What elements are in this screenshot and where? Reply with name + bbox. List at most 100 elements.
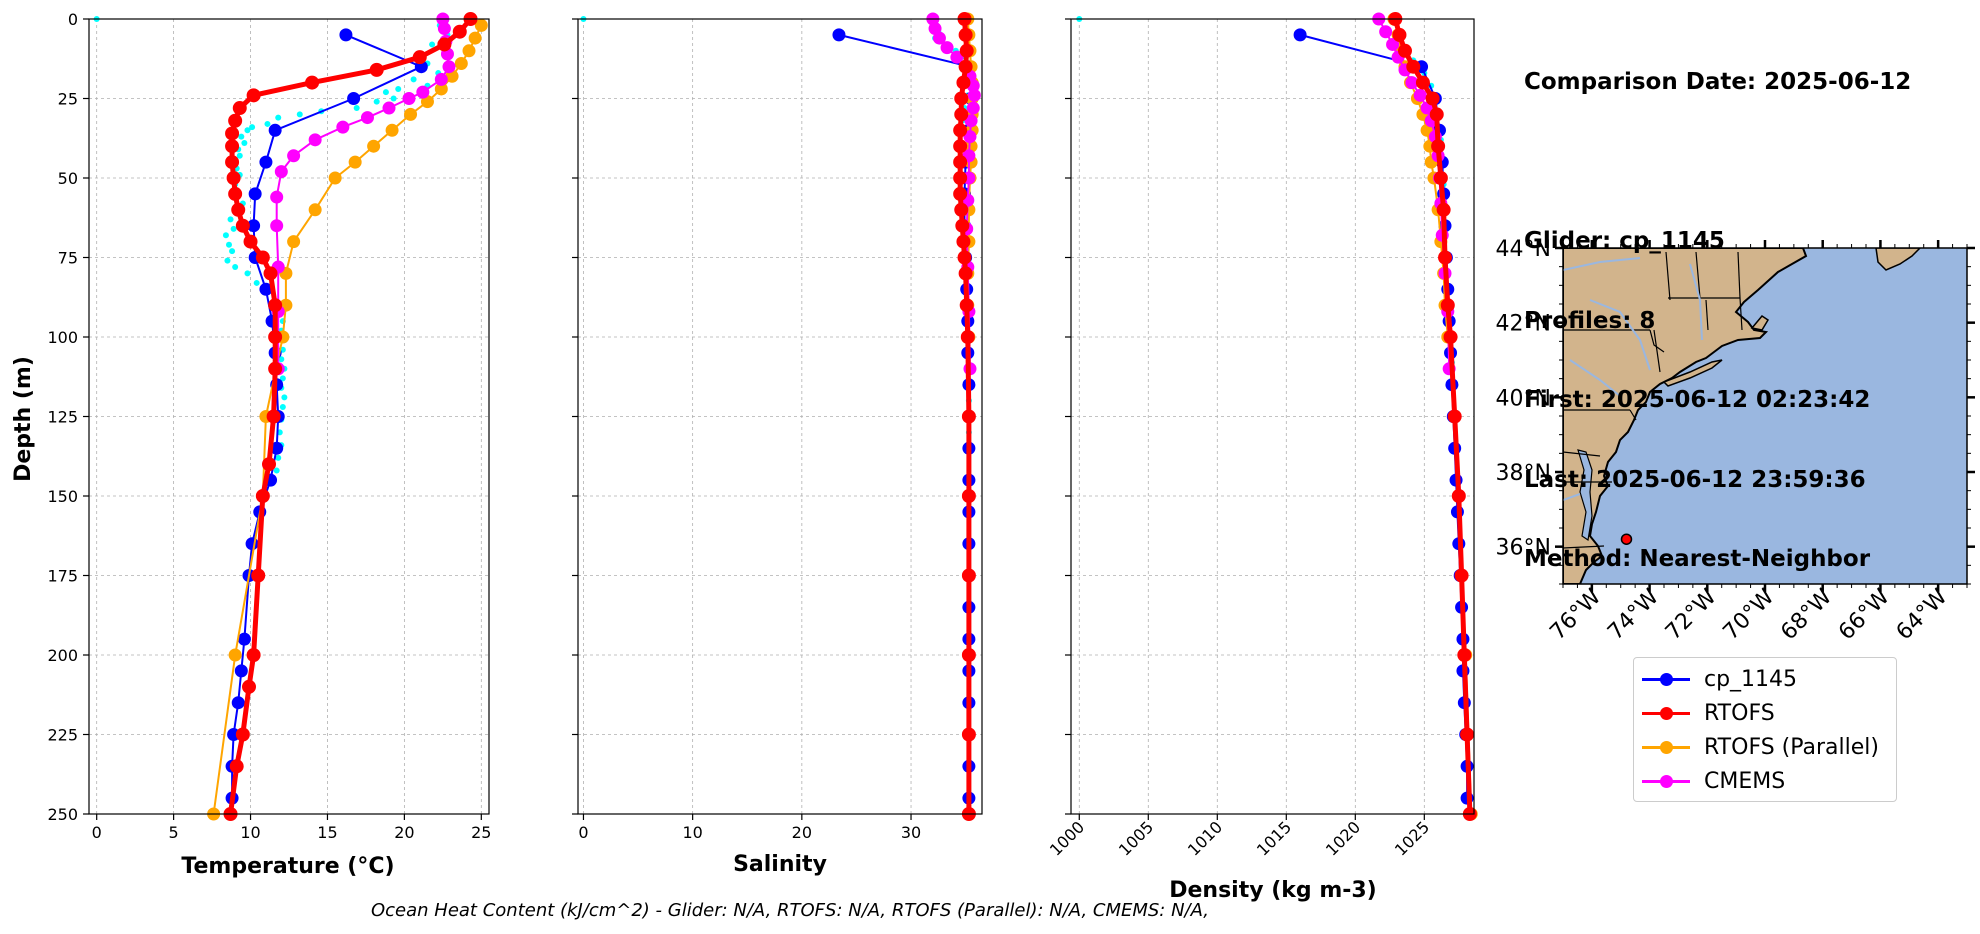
legend-swatch — [1642, 706, 1690, 720]
map-state-borders — [1563, 251, 1743, 549]
raw-point — [232, 264, 239, 271]
y-tick-label: 75 — [58, 249, 78, 268]
x-tick-label: 1015 — [1253, 817, 1295, 859]
legend-swatch — [1642, 774, 1690, 788]
method: Method: Nearest-Neighbor — [1524, 546, 1871, 572]
series-point — [954, 202, 969, 217]
legend-label: cp_1145 — [1704, 666, 1798, 692]
y-tick-label: 25 — [58, 90, 78, 109]
raw-point — [253, 279, 260, 286]
series-point — [955, 218, 970, 233]
raw-point — [275, 454, 282, 461]
series-point — [228, 113, 243, 128]
last-time: Last: 2025-06-12 23:59:36 — [1524, 466, 1866, 493]
map-lat-label: 44°N — [1496, 237, 1551, 262]
legend-item-rtofs-parallel: RTOFS (Parallel) — [1642, 732, 1879, 762]
series-point — [243, 234, 258, 249]
series-point — [235, 218, 250, 233]
x-tick-label: 10 — [682, 823, 702, 842]
series-point — [339, 28, 353, 42]
legend-label: RTOFS (Parallel) — [1704, 734, 1879, 760]
y-tick-label: 125 — [47, 408, 78, 427]
series-point — [402, 92, 416, 105]
series-point — [360, 111, 374, 125]
series-point — [956, 75, 971, 90]
x-tick-label: 25 — [471, 823, 491, 842]
series-point — [308, 203, 322, 217]
raw-point — [278, 356, 285, 363]
series-point — [963, 130, 977, 144]
series-point — [437, 22, 451, 36]
legend-label: CMEMS — [1704, 768, 1786, 794]
map-lat-label: 42°N — [1496, 312, 1551, 337]
raw-point — [230, 225, 237, 232]
y-tick-label: 225 — [47, 726, 78, 745]
series-point — [287, 149, 301, 163]
raw-point — [382, 89, 389, 96]
series-point — [1438, 250, 1453, 265]
first-time: First: 2025-06-12 02:23:42 — [1524, 387, 1871, 413]
profile-count: Profiles: 8 — [1524, 307, 1656, 334]
raw-point — [273, 467, 280, 474]
series-point — [1451, 489, 1466, 503]
series-point — [1429, 107, 1444, 122]
series-point — [950, 50, 964, 64]
series-point — [1413, 88, 1427, 102]
series-point — [1431, 139, 1446, 154]
series-point — [966, 101, 980, 115]
raw-point — [222, 232, 229, 239]
series-point — [1397, 43, 1412, 58]
raw-point — [264, 120, 271, 127]
x-axis-label-salinity: Salinity — [733, 852, 827, 877]
series-point — [382, 101, 396, 115]
series-point — [268, 361, 283, 376]
series-point — [255, 489, 270, 503]
series-point — [1440, 298, 1455, 313]
series-point — [958, 59, 973, 74]
series-point — [232, 101, 247, 116]
series-point — [270, 190, 284, 204]
series-point — [225, 126, 240, 141]
x-tick-label: 15 — [317, 823, 337, 842]
raw-point — [410, 76, 417, 83]
legend-item-cp-1145: cp_1145 — [1642, 664, 1797, 694]
series-point — [437, 37, 452, 52]
series-point — [1460, 727, 1475, 742]
map-lat-label: 36°N — [1496, 536, 1551, 561]
x-tick-label: 1005 — [1115, 817, 1157, 859]
legend-item-rtofs: RTOFS — [1642, 698, 1775, 728]
series-line — [212, 24, 483, 815]
series-point — [255, 250, 270, 265]
series-point — [961, 489, 976, 503]
series-point — [958, 266, 973, 281]
map-land — [1563, 248, 1808, 584]
series-point — [225, 139, 240, 154]
series-point — [259, 155, 273, 169]
series-point — [367, 139, 381, 153]
series-point — [262, 457, 276, 472]
series-point — [957, 250, 972, 265]
series-point — [442, 60, 456, 74]
legend-item-cmems: CMEMS — [1642, 766, 1785, 796]
raw-point — [279, 375, 286, 382]
series-point — [932, 31, 946, 45]
series-point — [961, 727, 976, 742]
series-point — [967, 88, 981, 102]
series-point — [832, 28, 846, 42]
series-point — [953, 123, 968, 138]
series-point — [235, 727, 250, 742]
series-point — [242, 679, 256, 694]
y-tick-label: 0 — [68, 10, 78, 29]
x-tick-label: 30 — [901, 823, 921, 842]
raw-point — [226, 241, 232, 248]
series-point — [1379, 25, 1393, 39]
x-axis-label-density: Density (kg m-3) — [1169, 878, 1377, 903]
series-point — [958, 27, 973, 42]
series-point — [953, 139, 968, 154]
series-point — [1454, 568, 1469, 583]
y-tick-label: 175 — [47, 567, 78, 586]
series-point — [1433, 171, 1448, 185]
series-point — [228, 186, 243, 201]
